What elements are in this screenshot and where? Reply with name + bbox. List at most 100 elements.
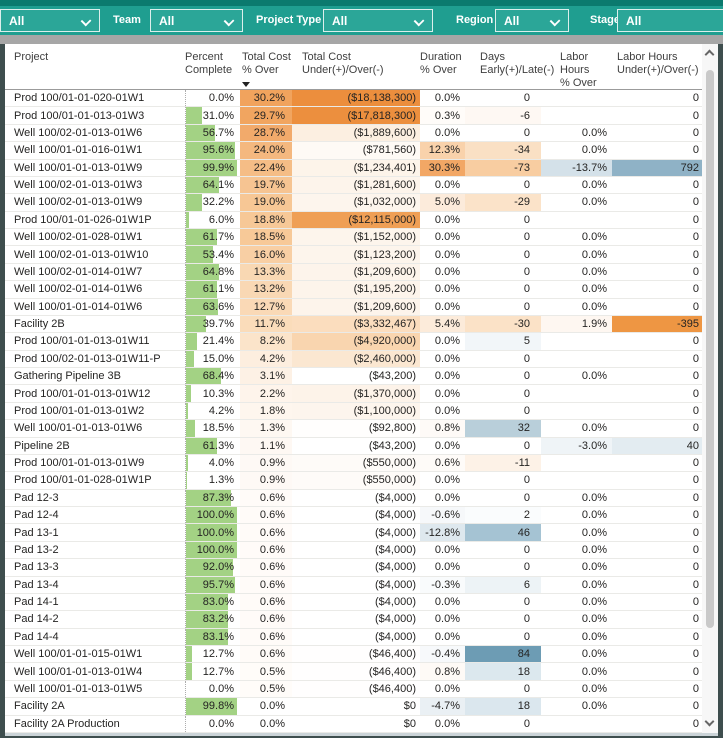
- percent-complete-value: 56.7%: [202, 126, 234, 139]
- table-row[interactable]: Gathering Pipeline 3B 68.4% 3.1% ($43,200) 0…: [5, 368, 702, 386]
- column-header-labor_pct[interactable]: Labor Hours% Over: [541, 44, 612, 89]
- table-row[interactable]: Well 100/01-01-013-01W5 0.0% 0.5% ($46,400)…: [5, 680, 702, 699]
- table-row[interactable]: Pad 13-2 100.0% 0.6% ($4,000) 0.0% 0 0.0% 0: [5, 541, 702, 560]
- cell-labor_under: 0: [692, 335, 699, 348]
- vertical-scrollbar[interactable]: [702, 44, 718, 733]
- table-row[interactable]: Well 100/02-01-014-01W7 64.8% 13.3% ($1,209…: [5, 263, 702, 282]
- cell-dur_pct: 0.0%: [434, 717, 460, 730]
- column-header-cost_pct[interactable]: Total Cost% Over: [240, 44, 292, 89]
- table-row[interactable]: Well 100/01-01-013-01W4 12.7% 0.5% ($46,400…: [5, 663, 702, 681]
- table-row[interactable]: Pad 14-4 83.1% 0.6% ($4,000) 0.0% 0 0.0% 0: [5, 628, 702, 646]
- filter-dropdown-project-type[interactable]: All: [323, 9, 433, 32]
- table-row[interactable]: Pad 14-1 83.0% 0.6% ($4,000) 0.0% 0 0.0% 0: [5, 593, 702, 612]
- table-row[interactable]: Prod 100/01-01-026-01W1P 6.0% 18.8% ($12,11…: [5, 211, 702, 229]
- cell-labor_pct: 0.0%: [581, 231, 607, 244]
- header-line1: Labor Hours: [617, 51, 678, 63]
- table-row[interactable]: Well 100/02-01-013-01W9 32.2% 19.0% ($1,032…: [5, 194, 702, 212]
- percent-complete-value: 6.0%: [208, 213, 234, 226]
- table-row[interactable]: Prod 100/01-01-013-01W12 10.3% 2.2% ($1,370…: [5, 385, 702, 403]
- table-row[interactable]: Prod 100/02-01-013-01W11-P 15.0% 4.2% ($2,4…: [5, 350, 702, 368]
- table-row[interactable]: Well 100/01-01-013-01W6 18.5% 1.3% ($92,800…: [5, 420, 702, 438]
- cell-days: 5: [465, 333, 541, 350]
- table-row[interactable]: Facility 2B 39.7% 11.7% ($3,332,467) 5.4% -30…: [5, 315, 702, 334]
- cell-labor_under: 0: [692, 422, 699, 435]
- filter-dropdown-first[interactable]: All: [0, 9, 100, 32]
- cell-days: 0: [523, 474, 530, 487]
- table-row[interactable]: Prod 100/01-01-013-01W11 21.4% 8.2% ($4,920…: [5, 333, 702, 351]
- percent-complete-data-bar: [186, 211, 190, 228]
- scrollbar-thumb[interactable]: [706, 70, 714, 628]
- table-row[interactable]: Pad 14-2 83.2% 0.6% ($4,000) 0.0% 0 0.0% 0: [5, 611, 702, 629]
- percent-complete-value: 15.0%: [202, 352, 234, 365]
- cell-cost_under: $0: [403, 717, 416, 730]
- cell-cost_pct: 19.0%: [240, 194, 292, 211]
- table-row[interactable]: Prod 100/01-01-020-01W1 0.0% 30.2% ($18,138…: [5, 90, 702, 108]
- table-row[interactable]: Prod 100/01-01-028-01W1P 1.3% 0.9% ($550,00…: [5, 472, 702, 490]
- cell-cost_under: ($4,000): [375, 630, 416, 643]
- table-row[interactable]: Well 100/02-01-028-01W1 61.7% 18.5% ($1,152…: [5, 229, 702, 247]
- table-row[interactable]: Pad 13-1 100.0% 0.6% ($4,000) -12.8% 46 0.0% 0: [5, 524, 702, 542]
- cell-cost_pct: 0.6%: [240, 524, 292, 541]
- percent-complete-data-bar: [186, 315, 207, 333]
- cell-dur_pct: 0.0%: [434, 179, 460, 192]
- cell-days: -73: [465, 159, 541, 176]
- percent-complete-data-bar: [186, 402, 189, 420]
- table-header-row: Project Percent Complete Total Cost% Over To…: [5, 44, 702, 90]
- percent-complete-data-bar: [186, 124, 215, 142]
- cell-cost_under: ($4,000): [375, 526, 416, 539]
- scroll-down-button[interactable]: [702, 715, 718, 733]
- percent-complete-data-bar: [186, 593, 229, 611]
- cell-project: Well 100/02-01-013-01W9: [14, 196, 143, 209]
- cell-labor_under: 0: [692, 387, 699, 400]
- filter-label-project-type: Project Type: [256, 14, 322, 26]
- percent-complete-value: 53.4%: [202, 248, 234, 261]
- project-table-visual: Project Percent Complete Total Cost% Over To…: [5, 44, 702, 733]
- cell-dur_pct: -12.8%: [420, 524, 465, 541]
- filter-dropdown-region[interactable]: All: [495, 9, 569, 32]
- column-header-days[interactable]: Days Early(+)/Late(-): [465, 44, 554, 89]
- filter-dropdown-stage[interactable]: All: [617, 9, 723, 32]
- table-row[interactable]: Facility 2A Production 0.0% 0.0% $0 0.0% 0 0: [5, 715, 702, 733]
- table-row[interactable]: Prod 100/01-01-013-01W3 31.0% 29.7% ($17,81…: [5, 107, 702, 125]
- table-row[interactable]: Well 100/02-01-014-01W6 61.1% 13.2% ($1,195…: [5, 281, 702, 299]
- table-row[interactable]: Prod 100/01-01-013-01W2 4.2% 1.8% ($1,100,0…: [5, 402, 702, 421]
- scroll-up-button[interactable]: [702, 44, 718, 62]
- cell-project: Well 100/02-01-014-01W7: [14, 265, 143, 278]
- column-header-project[interactable]: Project: [5, 44, 185, 89]
- cell-days: -29: [465, 194, 541, 211]
- percent-complete-value: 100.0%: [196, 509, 234, 522]
- column-header-pct[interactable]: Percent Complete: [185, 44, 240, 89]
- cell-cost_pct: 0.5%: [240, 663, 292, 680]
- cell-project: Pad 13-2: [14, 543, 59, 556]
- cell-cost_pct: 0.6%: [240, 611, 292, 628]
- percent-complete-value: 95.6%: [202, 144, 234, 157]
- column-header-dur_pct[interactable]: Duration% Over: [420, 44, 465, 89]
- table-row[interactable]: Pad 13-4 95.7% 0.6% ($4,000) -0.3% 6 0.0% 0: [5, 576, 702, 594]
- column-header-labor_under[interactable]: Labor Hours Under(+)/Over(-): [612, 44, 702, 89]
- header-line2: % Over: [420, 64, 457, 76]
- cell-cost_under: ($1,152,000): [292, 229, 420, 246]
- table-row[interactable]: Well 100/02-01-013-01W6 56.7% 28.7% ($1,889…: [5, 124, 702, 143]
- table-row[interactable]: Pad 12-4 100.0% 0.6% ($4,000) -0.6% 2 0.0% 0: [5, 507, 702, 525]
- cell-days: 46: [465, 524, 541, 541]
- column-header-cost_under[interactable]: Total Cost Under(+)/Over(-): [292, 44, 420, 89]
- percent-complete-value: 63.6%: [202, 300, 234, 313]
- table-row[interactable]: Well 100/02-01-013-01W10 53.4% 16.0% ($1,12…: [5, 246, 702, 264]
- table-row[interactable]: Facility 2A 99.8% 0.0% $0 -4.7% 18 0.0% 0: [5, 698, 702, 716]
- table-row[interactable]: Well 100/02-01-013-01W3 64.1% 19.7% ($1,281…: [5, 176, 702, 195]
- table-row[interactable]: Well 100/01-01-014-01W6 63.6% 12.7% ($1,209…: [5, 298, 702, 316]
- cell-labor_pct: 0.0%: [581, 700, 607, 713]
- table-row[interactable]: Well 100/01-01-015-01W1 12.7% 0.6% ($46,400…: [5, 646, 702, 664]
- filter-dropdown-team[interactable]: All: [150, 9, 243, 32]
- table-row[interactable]: Pipeline 2B 61.3% 1.1% ($43,200) 0.0% 0 -3.0% 4…: [5, 437, 702, 455]
- table-row[interactable]: Well 100/01-01-016-01W1 95.6% 24.0% ($781,5…: [5, 142, 702, 160]
- cell-pct: 99.8%: [185, 698, 240, 715]
- cell-days: 0: [523, 352, 530, 365]
- cell-labor_under: 0: [692, 613, 699, 626]
- table-row[interactable]: Prod 100/01-01-013-01W9 4.0% 0.9% ($550,000…: [5, 454, 702, 473]
- table-row[interactable]: Pad 12-3 87.3% 0.6% ($4,000) 0.0% 0 0.0% 0: [5, 489, 702, 507]
- cell-labor_under: 0: [692, 196, 699, 209]
- cell-cost_under: ($18,138,300): [292, 90, 420, 107]
- table-row[interactable]: Well 100/01-01-013-01W9 99.9% 22.4% ($1,234…: [5, 159, 702, 177]
- table-row[interactable]: Pad 13-3 92.0% 0.6% ($4,000) 0.0% 0 0.0% 0: [5, 559, 702, 577]
